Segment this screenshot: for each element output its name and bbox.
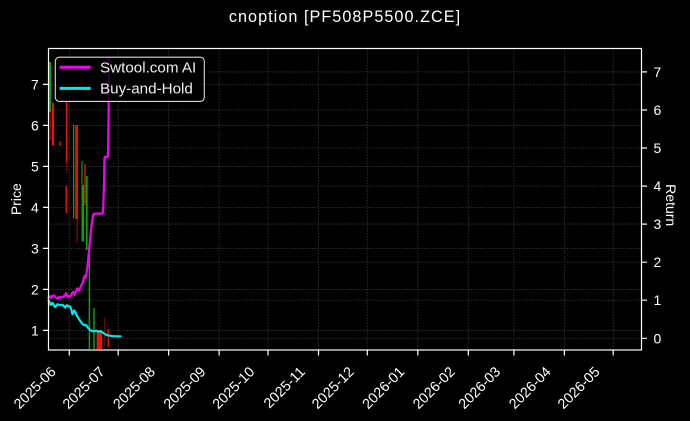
svg-text:4: 4: [654, 178, 662, 194]
svg-text:6: 6: [31, 117, 39, 133]
svg-text:0: 0: [654, 330, 662, 346]
svg-text:Return: Return: [663, 184, 679, 226]
svg-text:1: 1: [654, 292, 662, 308]
svg-text:2: 2: [654, 254, 662, 270]
svg-text:5: 5: [31, 158, 39, 174]
svg-text:7: 7: [654, 64, 662, 80]
svg-text:Swtool.com AI: Swtool.com AI: [100, 60, 196, 77]
svg-text:2: 2: [31, 281, 39, 297]
svg-text:3: 3: [31, 240, 39, 256]
svg-text:cnoption [PF508P5500.ZCE]: cnoption [PF508P5500.ZCE]: [229, 8, 461, 26]
svg-text:4: 4: [31, 199, 39, 215]
svg-text:5: 5: [654, 140, 662, 156]
svg-text:1: 1: [31, 322, 39, 338]
svg-text:Buy-and-Hold: Buy-and-Hold: [100, 81, 193, 98]
svg-text:3: 3: [654, 216, 662, 232]
svg-text:6: 6: [654, 102, 662, 118]
svg-text:Price: Price: [8, 183, 24, 215]
svg-text:7: 7: [31, 76, 39, 92]
